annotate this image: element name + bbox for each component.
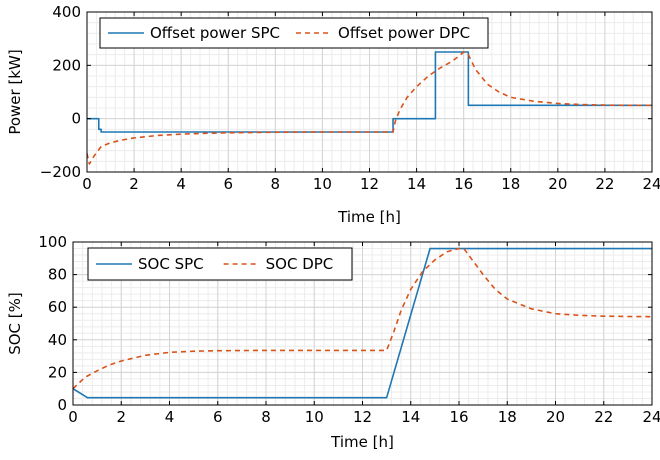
x-tick-label: 14 xyxy=(401,408,420,426)
x-tick-label: 18 xyxy=(501,175,520,193)
x-tick-label: 6 xyxy=(213,408,223,426)
x-axis-label: Time [h] xyxy=(330,433,394,451)
y-tick-label: 0 xyxy=(57,396,67,414)
x-tick-label: 2 xyxy=(129,175,139,193)
y-tick-label: 100 xyxy=(38,233,67,251)
series-line-dpc xyxy=(73,247,652,390)
x-tick-label: 16 xyxy=(449,408,468,426)
series-line-spc xyxy=(87,51,652,133)
x-tick-label: 22 xyxy=(594,408,613,426)
y-tick-label: 0 xyxy=(71,110,81,128)
legend: Offset power SPC Offset power DPC xyxy=(99,17,489,49)
y-tick-label: 60 xyxy=(48,298,67,316)
x-tick-label: 10 xyxy=(305,408,324,426)
legend-label: SOC DPC xyxy=(266,255,334,273)
y-tick-label: 20 xyxy=(48,363,67,381)
legend: SOC SPC SOC DPC xyxy=(87,247,353,281)
x-tick-label: 6 xyxy=(223,175,233,193)
y-tick-label: 40 xyxy=(48,331,67,349)
y-axis-label: SOC [%] xyxy=(6,292,24,355)
x-tick-label: 16 xyxy=(454,175,473,193)
x-tick-label: 24 xyxy=(642,408,660,426)
x-tick-label: 20 xyxy=(548,175,567,193)
x-tick-label: 14 xyxy=(407,175,426,193)
y-tick-label: 400 xyxy=(52,3,81,21)
x-tick-label: 0 xyxy=(68,408,78,426)
x-tick-label: 8 xyxy=(261,408,271,426)
series-line-spc xyxy=(73,247,652,399)
x-axis-label: Time [h] xyxy=(337,208,401,226)
x-tick-label: 4 xyxy=(165,408,175,426)
y-axis-label: Power [kW] xyxy=(6,49,24,134)
x-tick-label: 2 xyxy=(116,408,126,426)
series-line-dpc xyxy=(87,51,652,165)
grid xyxy=(72,241,653,406)
x-tick-label: 4 xyxy=(176,175,186,193)
x-tick-label: 22 xyxy=(595,175,614,193)
x-tick-label: 18 xyxy=(498,408,517,426)
legend-box xyxy=(99,17,489,49)
y-tick-label: −200 xyxy=(40,163,81,181)
x-tick-label: 12 xyxy=(353,408,372,426)
legend-label: SOC SPC xyxy=(138,255,204,273)
x-tick-label: 0 xyxy=(82,175,92,193)
x-tick-label: 8 xyxy=(271,175,281,193)
legend-label: Offset power DPC xyxy=(338,24,470,42)
x-tick-label: 20 xyxy=(546,408,565,426)
x-tick-label: 12 xyxy=(360,175,379,193)
y-tick-label: 200 xyxy=(52,56,81,74)
series-group xyxy=(87,51,652,165)
x-tick-label: 10 xyxy=(313,175,332,193)
x-tick-label: 24 xyxy=(642,175,660,193)
legend-label: Offset power SPC xyxy=(150,24,280,42)
series-group xyxy=(73,247,652,399)
y-tick-label: 80 xyxy=(48,266,67,284)
